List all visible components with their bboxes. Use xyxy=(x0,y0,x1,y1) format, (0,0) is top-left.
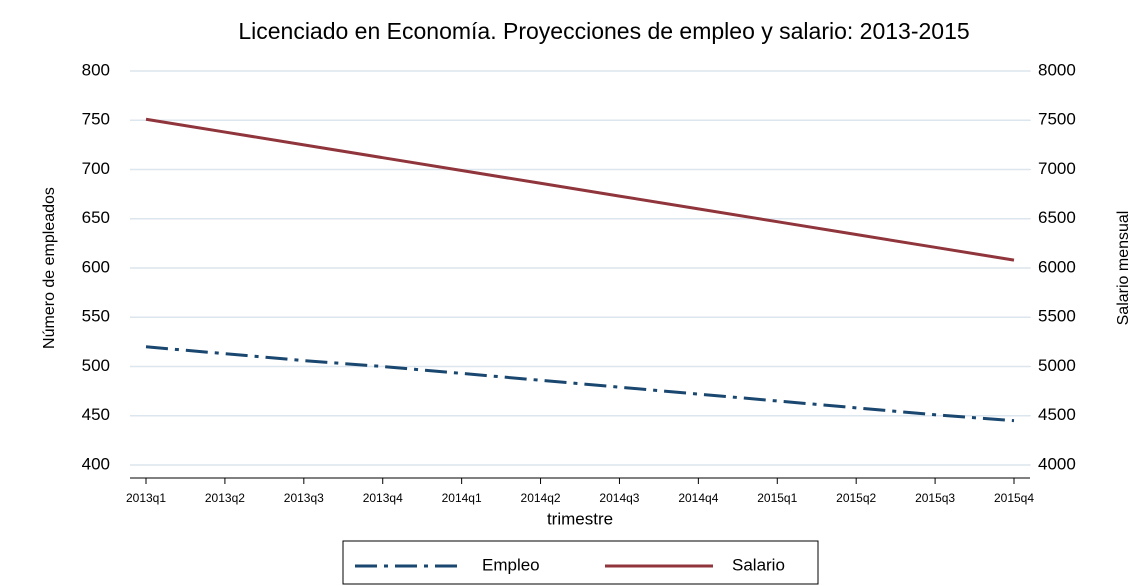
x-tick-label: 2013q3 xyxy=(284,491,324,505)
x-tick-label: 2015q4 xyxy=(994,491,1034,505)
y2-tick-label: 5500 xyxy=(1038,307,1076,326)
y2-tick-label: 4500 xyxy=(1038,405,1076,424)
legend-box xyxy=(342,540,819,585)
y-axis-label: Número de empleados xyxy=(41,187,58,349)
y-tick-label: 450 xyxy=(82,405,110,424)
y-tick-label: 600 xyxy=(82,257,110,276)
x-tick-label: 2015q2 xyxy=(836,491,876,505)
y2-tick-label: 6500 xyxy=(1038,208,1076,227)
x-tick-label: 2015q3 xyxy=(915,491,955,505)
chart-title: Licenciado en Economía. Proyecciones de … xyxy=(238,18,969,44)
legend-label: Salario xyxy=(732,555,785,574)
y-tick-label: 400 xyxy=(82,454,110,473)
x-tick-label: 2014q4 xyxy=(678,491,718,505)
x-tick-label: 2014q2 xyxy=(521,491,561,505)
legend-label: Empleo xyxy=(482,555,540,574)
series-line xyxy=(145,117,1015,262)
y2-axis-label: Salario mensual xyxy=(1115,211,1132,326)
y-tick-label: 700 xyxy=(82,159,110,178)
x-tick-label: 2014q3 xyxy=(599,491,639,505)
y2-tick-label: 7500 xyxy=(1038,110,1076,129)
x-tick-label: 2014q1 xyxy=(442,491,482,505)
x-tick-label: 2013q2 xyxy=(205,491,245,505)
y-tick-label: 500 xyxy=(82,356,110,375)
y2-tick-label: 6000 xyxy=(1038,257,1076,276)
y-tick-label: 800 xyxy=(82,60,110,79)
x-tick-label: 2013q1 xyxy=(126,491,166,505)
y2-tick-label: 4000 xyxy=(1038,454,1076,473)
x-tick-label: 2013q4 xyxy=(363,491,403,505)
y2-tick-label: 8000 xyxy=(1038,60,1076,79)
x-tick-label: 2015q1 xyxy=(757,491,797,505)
y2-tick-label: 5000 xyxy=(1038,356,1076,375)
x-axis-label: trimestre xyxy=(547,509,613,528)
series-line xyxy=(145,345,1015,423)
y-tick-label: 650 xyxy=(82,208,110,227)
y-tick-label: 550 xyxy=(82,307,110,326)
y2-tick-label: 7000 xyxy=(1038,159,1076,178)
y-tick-label: 750 xyxy=(82,110,110,129)
